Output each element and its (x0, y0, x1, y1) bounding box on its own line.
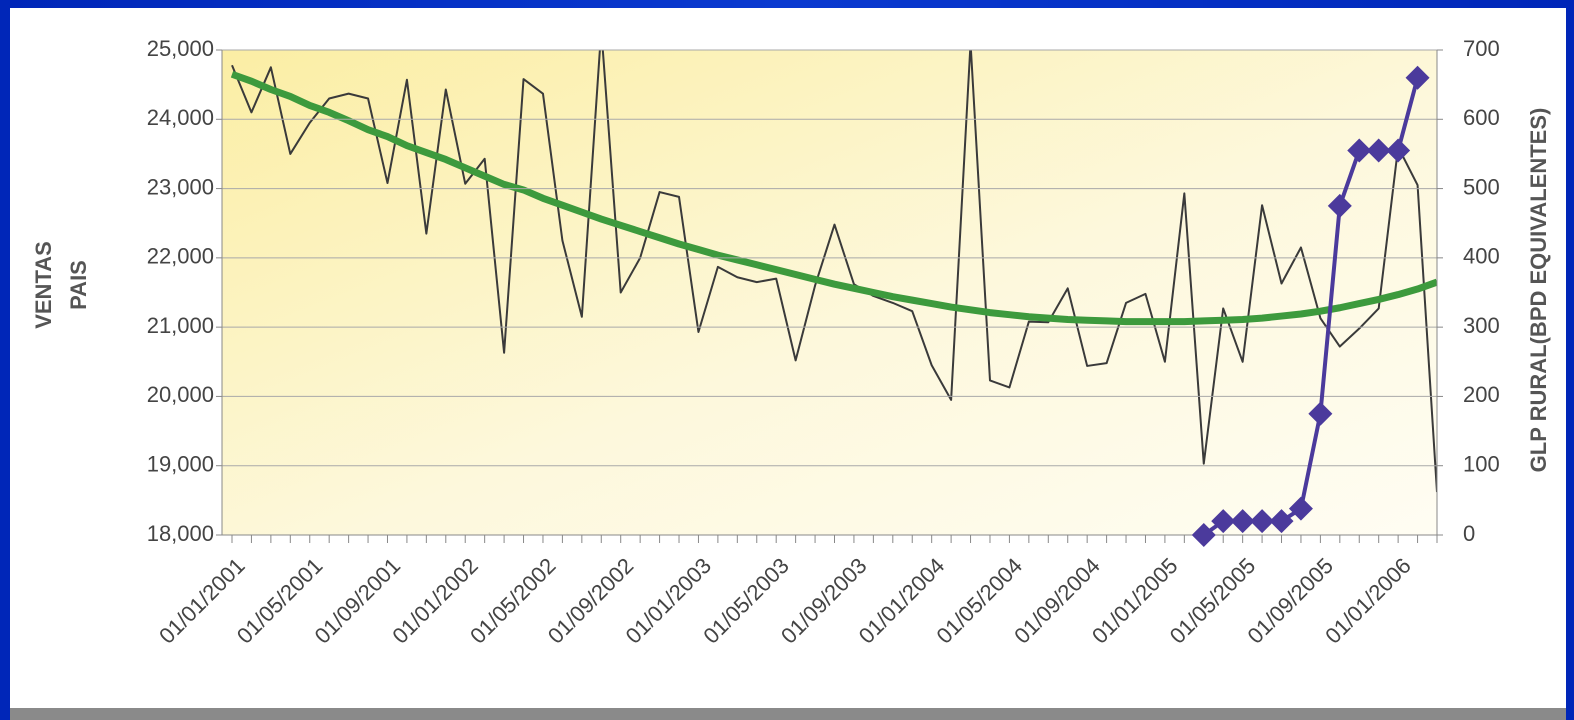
y-tick-label: 19,000 (147, 452, 214, 477)
y2-tick-label: 100 (1463, 452, 1500, 477)
y2-tick-label: 200 (1463, 382, 1500, 407)
y2-tick-label: 0 (1463, 521, 1475, 546)
series-line (231, 50, 1437, 493)
series-line (230, 70, 1437, 326)
diamond-marker (1191, 523, 1216, 547)
diamond-marker (1230, 509, 1255, 534)
y-tick-label: 21,000 (147, 313, 214, 338)
y2-tick-label: 300 (1463, 313, 1500, 338)
panel-shadow (10, 708, 1566, 720)
y-tick-label: 23,000 (147, 174, 214, 199)
y2-tick-label: 500 (1463, 174, 1500, 199)
plot-area (222, 50, 1437, 535)
y-tick-label: 18,000 (147, 521, 214, 546)
diamond-marker (1366, 138, 1391, 163)
y-axis-label: VENTAS (31, 241, 56, 329)
diamond-marker (1386, 138, 1411, 163)
diamond-marker (1405, 65, 1430, 90)
y-tick-label: 22,000 (147, 244, 214, 269)
y-tick-label: 24,000 (147, 105, 214, 130)
plot-lines (230, 50, 1437, 493)
diamond-marker (1347, 138, 1372, 163)
diamond-marker (1308, 401, 1333, 426)
y2-axis-label: GLP RURAL(BPD EQUIVALENTES) (1526, 108, 1551, 473)
diamond-marker (1288, 496, 1313, 521)
y2-tick-label: 600 (1463, 105, 1500, 130)
diamond-marker (1269, 509, 1294, 534)
y2-tick-label: 700 (1463, 36, 1500, 61)
diamond-marker (1250, 509, 1275, 534)
y-tick-label: 25,000 (147, 36, 214, 61)
y2-tick-label: 400 (1463, 244, 1500, 269)
y-tick-label: 20,000 (147, 382, 214, 407)
diamond-marker (1327, 193, 1352, 218)
y-axis-label: PAIS (66, 260, 91, 310)
diamond-marker (1211, 509, 1236, 534)
